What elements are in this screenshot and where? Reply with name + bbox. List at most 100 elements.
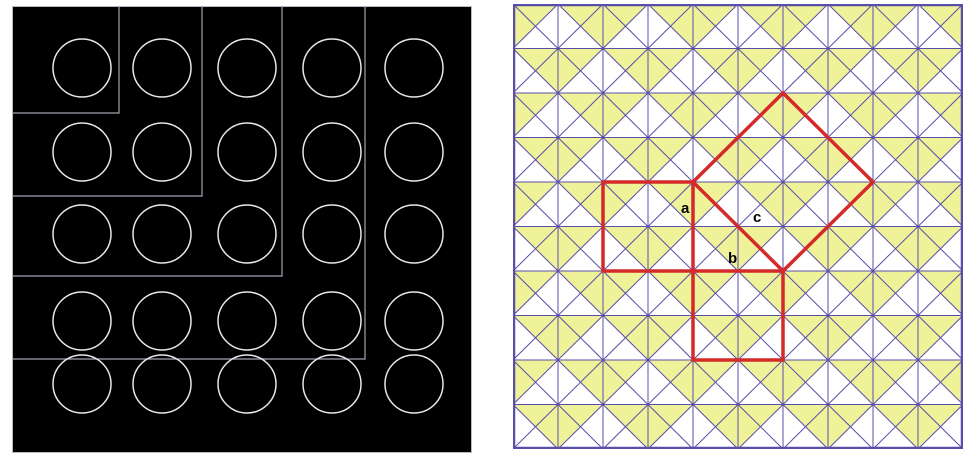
tile-triangle — [558, 182, 603, 205]
grid-diagonal-line — [917, 48, 963, 94]
tile-triangle — [603, 204, 648, 227]
tile-triangle — [558, 137, 603, 160]
tile-triangle — [603, 360, 626, 405]
tile-triangle — [693, 4, 738, 27]
tile-triangle — [940, 404, 963, 449]
tile-triangle — [580, 4, 603, 49]
tile-triangle — [783, 48, 828, 71]
tile-triangle — [648, 337, 693, 360]
tile-triangle — [850, 4, 873, 49]
tile-triangle — [873, 293, 918, 316]
grid-diagonal-line — [737, 404, 784, 449]
grid-diagonal-line — [737, 359, 784, 405]
tile-triangle — [783, 137, 828, 160]
grid-diagonal-line — [872, 137, 919, 183]
tile-triangle — [535, 4, 558, 49]
tile-triangle — [760, 4, 783, 49]
tile-triangle — [715, 4, 738, 49]
tile-triangle — [513, 4, 558, 27]
tile-triangle — [828, 248, 873, 271]
tile-triangle — [558, 293, 603, 316]
tile-triangle — [738, 271, 783, 294]
circle-r5-c3 — [217, 354, 277, 414]
tile-triangle — [783, 382, 828, 405]
tile-triangle — [693, 115, 738, 138]
tile-triangle — [625, 404, 648, 449]
tile-triangle — [760, 182, 783, 227]
tile-triangle — [828, 70, 873, 93]
tile-triangle — [535, 404, 558, 449]
tile-triangle — [513, 70, 558, 93]
tile-triangle — [783, 26, 828, 49]
tile-triangle — [603, 4, 626, 49]
tile-triangle — [738, 404, 783, 427]
tile-triangle — [648, 360, 693, 383]
tile-triangle — [603, 137, 626, 182]
tile-triangle — [693, 204, 738, 227]
tile-triangle — [873, 404, 896, 449]
grid-diagonal-line — [557, 181, 604, 227]
tile-triangle — [805, 93, 828, 138]
tile-triangle — [513, 204, 558, 227]
tile-triangle — [783, 159, 828, 182]
tile-triangle — [625, 4, 648, 49]
tile-triangle — [918, 226, 963, 249]
tile-triangle — [895, 226, 918, 271]
tile-triangle — [918, 293, 963, 316]
tile-triangle — [760, 226, 783, 271]
tile-triangle — [558, 404, 581, 449]
tile-triangle — [918, 93, 963, 116]
circle-r5-c2 — [132, 354, 192, 414]
tile-triangle — [693, 93, 738, 116]
tile-triangle — [670, 48, 693, 93]
tile-triangle — [940, 137, 963, 182]
tile-triangle — [805, 315, 828, 360]
tile-triangle — [580, 226, 603, 271]
tile-triangle — [513, 360, 536, 405]
tile-triangle — [603, 226, 626, 271]
tile-triangle — [513, 115, 558, 138]
tile-triangle — [873, 48, 918, 71]
tile-triangle — [513, 48, 536, 93]
tile-triangle — [918, 93, 941, 138]
tile-triangle — [760, 271, 783, 316]
grid-diagonal-line — [917, 92, 963, 138]
tile-triangle — [648, 315, 693, 338]
tile-triangle — [513, 137, 536, 182]
tile-triangle — [783, 426, 828, 449]
grid-diagonal-line — [602, 315, 649, 361]
tile-triangle — [783, 360, 828, 383]
tile-triangle — [648, 226, 671, 271]
grid-diagonal-line — [647, 226, 694, 272]
tile-triangle — [783, 48, 806, 93]
tile-triangle — [648, 360, 671, 405]
tile-triangle — [693, 360, 738, 383]
tile-triangle — [918, 248, 963, 271]
tile-triangle — [940, 360, 963, 405]
tile-triangle — [558, 315, 581, 360]
tile-triangle — [603, 115, 648, 138]
tile-triangle — [873, 315, 896, 360]
tile-triangle — [828, 360, 851, 405]
tile-triangle — [940, 271, 963, 316]
grid-diagonal-line — [692, 48, 739, 94]
tile-triangle — [693, 226, 738, 249]
tile-triangle — [693, 93, 716, 138]
nested-square-outline-2 — [12, 6, 203, 197]
tile-triangle — [805, 271, 828, 316]
tile-triangle — [738, 426, 783, 449]
tile-triangle — [873, 426, 918, 449]
tile-triangle — [783, 248, 828, 271]
grid-diagonal-line — [513, 315, 559, 361]
tile-triangle — [648, 48, 693, 71]
tile-triangle — [873, 137, 918, 160]
grid-diagonal-line — [737, 137, 784, 183]
tile-triangle — [535, 315, 558, 360]
tile-triangle — [625, 271, 648, 316]
grid-diagonal-line — [647, 137, 694, 183]
tile-triangle — [535, 271, 558, 316]
grid-diagonal-line — [692, 4, 739, 49]
tile-triangle — [873, 226, 918, 249]
tile-triangle — [513, 315, 536, 360]
tile-triangle — [670, 271, 693, 316]
